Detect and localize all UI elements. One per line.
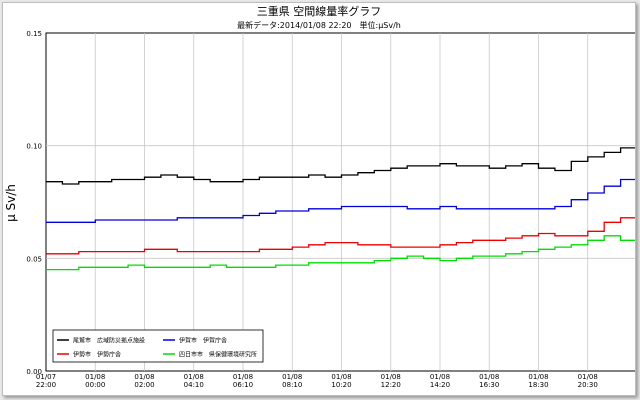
x-tick-label-date: 01/08	[578, 373, 598, 381]
line-chart: 三重県 空間線量率グラフ 最新データ:2014/01/08 22:20 単位:μ…	[4, 4, 638, 389]
x-tick-label-time: 08:10	[282, 381, 302, 389]
chart-title: 三重県 空間線量率グラフ	[257, 4, 382, 18]
y-tick-label: 0.10	[26, 143, 42, 151]
plot-area	[45, 32, 638, 372]
series-lines	[46, 141, 638, 271]
series-line-3	[46, 217, 638, 255]
x-tick-label-date: 01/08	[85, 373, 105, 381]
x-tick-label-date: 01/08	[430, 373, 450, 381]
x-tick-label-time: 20:30	[578, 381, 598, 389]
x-tick-label-date: 01/08	[528, 373, 548, 381]
legend-label: 伊賀市 伊賀庁舎	[179, 337, 227, 345]
legend-box	[52, 329, 264, 363]
x-tick-label-date: 01/08	[479, 373, 499, 381]
legend-label: 尾鷲市 広域防災拠点施設	[73, 337, 145, 345]
x-tick-label-time: 14:20	[430, 381, 450, 389]
x-tick-label-date: 01/08	[282, 373, 302, 381]
x-tick-label-time: 02:00	[134, 381, 154, 389]
x-tick-label-date: 01/08	[381, 373, 401, 381]
x-tick-label-time: 00:00	[85, 381, 105, 389]
x-tick-label-time: 22:00	[36, 381, 56, 389]
x-tick-label-time: 10:20	[331, 381, 351, 389]
legend-label: 四日市市 県保健環境研究所	[179, 351, 257, 359]
chart-page: 三重県 空間線量率グラフ 最新データ:2014/01/08 22:20 単位:μ…	[2, 2, 638, 396]
x-tick-label-date: 01/07	[36, 373, 56, 381]
axes: 0.000.050.100.1501/0722:0001/0800:0001/0…	[26, 30, 597, 389]
x-tick-label-time: 04:10	[184, 381, 204, 389]
y-tick-label: 0.15	[26, 30, 42, 38]
x-tick-label-date: 01/08	[184, 373, 204, 381]
x-tick-label-time: 12:20	[381, 381, 401, 389]
y-tick-label: 0.05	[26, 255, 42, 263]
y-tick-label: 0.00	[26, 368, 42, 376]
legend-label: 伊勢市 伊勢庁舎	[73, 351, 121, 359]
x-tick-label-time: 16:30	[479, 381, 499, 389]
grid	[45, 32, 638, 372]
y-axis-label: μ Sv/h	[4, 184, 18, 222]
x-tick-label-time: 06:10	[233, 381, 253, 389]
series-line-1	[46, 141, 638, 185]
series-line-2	[46, 177, 638, 223]
x-tick-label-date: 01/08	[134, 373, 154, 381]
x-tick-label-date: 01/08	[233, 373, 253, 381]
x-tick-label-time: 18:30	[528, 381, 548, 389]
series-line-4	[46, 235, 638, 271]
x-tick-label-date: 01/08	[331, 373, 351, 381]
chart-subtitle: 最新データ:2014/01/08 22:20 単位:μSv/h	[237, 20, 401, 30]
